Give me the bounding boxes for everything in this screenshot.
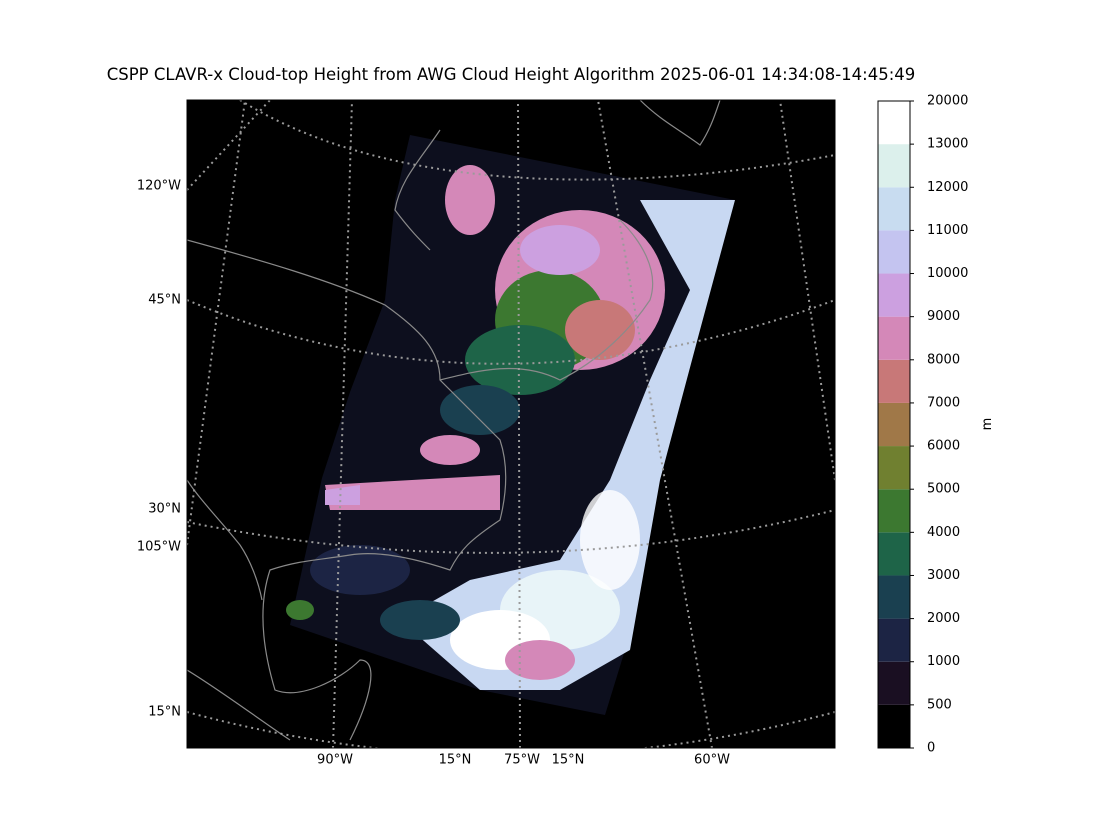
colorbar: 0 500 1000 2000 3000 4000 5000 6000 7000 8000 9000… xyxy=(877,94,968,756)
lat-lon-label: 15°N xyxy=(148,705,181,720)
colorbar-tick-label: 8000 xyxy=(927,352,960,367)
colorbar-tick-label: 11000 xyxy=(927,223,968,238)
colorbar-segment xyxy=(878,532,910,576)
map xyxy=(187,100,835,748)
colorbar-tick-label: 7000 xyxy=(927,395,960,410)
lat-lon-label: 15°N xyxy=(439,753,472,768)
colorbar-tick-label: 2000 xyxy=(927,611,960,626)
colorbar-tick-label: 4000 xyxy=(927,525,960,540)
colorbar-tick-label: 0 xyxy=(927,741,935,756)
colorbar-tick-label: 500 xyxy=(927,697,952,712)
lat-lon-label: 75°W xyxy=(504,753,540,768)
lat-lon-label: 30°N xyxy=(148,502,181,517)
lat-lon-label: 15°N xyxy=(552,753,585,768)
colorbar-segment xyxy=(878,575,910,619)
colorbar-segment xyxy=(878,618,910,662)
colorbar-segment xyxy=(878,316,910,360)
colorbar-segment xyxy=(878,187,910,231)
colorbar-segment xyxy=(878,273,910,317)
colorbar-segment xyxy=(878,230,910,274)
colorbar-tick-label: 6000 xyxy=(927,439,960,454)
title: CSPP CLAVR-x Cloud-top Height from AWG C… xyxy=(107,65,916,84)
colorbar-segment xyxy=(878,402,910,447)
lat-lon-label: 120°W xyxy=(137,179,181,194)
lat-lon-label: 45°N xyxy=(148,293,181,308)
colorbar-label: m xyxy=(980,418,995,431)
colorbar-segment xyxy=(878,489,910,533)
colorbar-tick-label: 20000 xyxy=(927,94,968,109)
map-frame xyxy=(186,99,836,749)
cloud-imagery xyxy=(286,135,735,715)
colorbar-segment xyxy=(878,661,910,705)
colorbar-tick-label: 3000 xyxy=(927,568,960,583)
colorbar-segment xyxy=(878,144,910,188)
colorbar-tick-label: 10000 xyxy=(927,266,968,281)
graticule xyxy=(187,100,835,748)
colorbar-tick-label: 9000 xyxy=(927,309,960,324)
colorbar-tick-label: 12000 xyxy=(927,180,968,195)
map-labels: 120°W 45°N 30°N 105°W 15°N 90°W 15°N 75°… xyxy=(137,179,730,768)
colorbar-tick-label: 13000 xyxy=(927,137,968,152)
lat-lon-label: 105°W xyxy=(137,540,181,555)
coastlines xyxy=(187,100,721,741)
colorbar-tick-label: 5000 xyxy=(927,482,960,497)
lat-lon-label: 90°W xyxy=(317,753,353,768)
colorbar-segment xyxy=(878,704,910,748)
colorbar-tick-label: 1000 xyxy=(927,654,960,669)
colorbar-segment xyxy=(878,359,910,403)
lat-lon-label: 60°W xyxy=(694,753,730,768)
colorbar-segment xyxy=(878,446,910,490)
colorbar-frame xyxy=(877,100,911,749)
colorbar-segment xyxy=(878,101,910,145)
